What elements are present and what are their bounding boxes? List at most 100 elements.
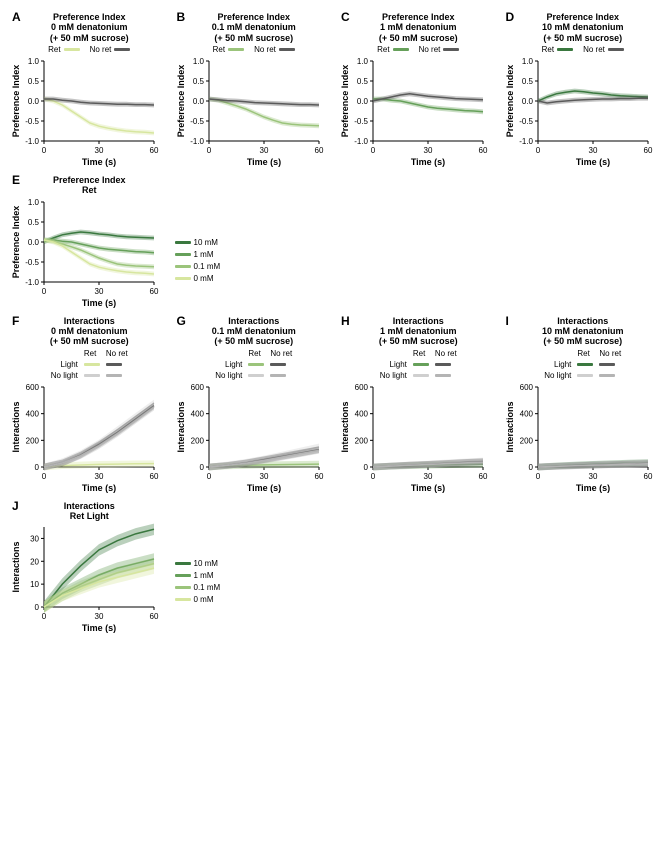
svg-text:1.0: 1.0 — [28, 57, 40, 66]
svg-text:60: 60 — [479, 472, 488, 481]
panel-H: H Interactions 1 mM denatonium (+ 50 mM … — [339, 314, 498, 493]
panel-label-E: E — [12, 173, 20, 187]
panel-C: C Preference Index 1 mM denatonium (+ 50… — [339, 10, 498, 167]
svg-text:200: 200 — [190, 436, 204, 445]
svg-text:0: 0 — [206, 472, 211, 481]
svg-text:0.0: 0.0 — [192, 97, 204, 106]
svg-text:60: 60 — [479, 146, 488, 155]
svg-text:0: 0 — [35, 463, 40, 472]
svg-text:30: 30 — [588, 146, 597, 155]
svg-text:0.0: 0.0 — [28, 238, 40, 247]
svg-text:Time (s): Time (s) — [82, 483, 116, 493]
svg-text:0.5: 0.5 — [357, 77, 369, 86]
svg-text:Time (s): Time (s) — [575, 483, 609, 493]
svg-text:30: 30 — [95, 472, 104, 481]
svg-text:Time (s): Time (s) — [575, 157, 609, 167]
title-J: Interactions Ret Light — [10, 501, 169, 522]
svg-text:0: 0 — [42, 472, 47, 481]
svg-text:Time (s): Time (s) — [82, 623, 116, 633]
panel-label-A: A — [12, 10, 21, 24]
svg-text:200: 200 — [355, 436, 369, 445]
svg-text:0: 0 — [535, 146, 540, 155]
legend-H: RetNo ret Light No light — [339, 349, 498, 380]
svg-text:0: 0 — [371, 146, 376, 155]
title-I: Interactions 10 mM denatonium (+ 50 mM s… — [504, 316, 663, 347]
svg-text:60: 60 — [150, 287, 159, 296]
legend-G: RetNo ret Light No light — [175, 349, 334, 380]
panel-E: E Preference Index Ret -1.0-0.50.00.51.0… — [10, 173, 169, 308]
svg-text:0: 0 — [206, 146, 211, 155]
svg-text:60: 60 — [643, 472, 652, 481]
svg-text:Time (s): Time (s) — [411, 483, 445, 493]
svg-text:Interactions: Interactions — [340, 401, 350, 452]
chart-A: -1.0-0.50.00.51.003060Preference IndexTi… — [10, 57, 169, 167]
svg-text:400: 400 — [519, 409, 533, 418]
svg-text:60: 60 — [150, 612, 159, 621]
title-G: Interactions 0.1 mM denatonium (+ 50 mM … — [175, 316, 334, 347]
svg-text:-1.0: -1.0 — [25, 137, 39, 146]
svg-text:0.0: 0.0 — [521, 97, 533, 106]
panel-label-D: D — [506, 10, 515, 24]
svg-text:-1.0: -1.0 — [519, 137, 533, 146]
svg-text:600: 600 — [519, 383, 533, 392]
panel-A: A Preference Index 0 mM denatonium (+ 50… — [10, 10, 169, 167]
svg-text:400: 400 — [190, 409, 204, 418]
svg-text:0.0: 0.0 — [28, 97, 40, 106]
title-A: Preference Index 0 mM denatonium (+ 50 m… — [10, 12, 169, 43]
svg-text:-0.5: -0.5 — [25, 117, 39, 126]
svg-text:0.5: 0.5 — [28, 218, 40, 227]
chart-G: 020040060003060InteractionsTime (s) — [175, 383, 334, 493]
svg-text:-1.0: -1.0 — [354, 137, 368, 146]
svg-text:200: 200 — [519, 436, 533, 445]
svg-text:0: 0 — [371, 472, 376, 481]
title-E: Preference Index Ret — [10, 175, 169, 196]
panel-G: G Interactions 0.1 mM denatonium (+ 50 m… — [175, 314, 334, 493]
chart-I: 020040060003060InteractionsTime (s) — [504, 383, 663, 493]
svg-text:0: 0 — [35, 603, 40, 612]
svg-text:Preference Index: Preference Index — [340, 65, 350, 138]
legend-I: RetNo ret Light No light — [504, 349, 663, 380]
chart-B: -1.0-0.50.00.51.003060Preference IndexTi… — [175, 57, 334, 167]
panel-D: D Preference Index 10 mM denatonium (+ 5… — [504, 10, 663, 167]
svg-text:Preference Index: Preference Index — [176, 65, 186, 138]
svg-text:Time (s): Time (s) — [82, 298, 116, 308]
panel-label-I: I — [506, 314, 509, 328]
svg-text:0: 0 — [535, 472, 540, 481]
svg-text:0.5: 0.5 — [192, 77, 204, 86]
svg-text:60: 60 — [150, 472, 159, 481]
svg-text:30: 30 — [424, 146, 433, 155]
panel-label-J: J — [12, 499, 19, 513]
svg-text:Time (s): Time (s) — [82, 157, 116, 167]
svg-text:1.0: 1.0 — [28, 198, 40, 207]
svg-text:600: 600 — [190, 383, 204, 392]
svg-text:400: 400 — [355, 409, 369, 418]
svg-text:-0.5: -0.5 — [25, 258, 39, 267]
svg-text:-0.5: -0.5 — [519, 117, 533, 126]
svg-text:60: 60 — [150, 146, 159, 155]
svg-text:1.0: 1.0 — [521, 57, 533, 66]
legend-B: Ret No ret — [175, 45, 334, 54]
svg-text:600: 600 — [355, 383, 369, 392]
panel-F: F Interactions 0 mM denatonium (+ 50 mM … — [10, 314, 169, 493]
svg-text:1.0: 1.0 — [357, 57, 369, 66]
svg-text:600: 600 — [26, 383, 40, 392]
panel-label-G: G — [177, 314, 186, 328]
svg-text:-0.5: -0.5 — [190, 117, 204, 126]
chart-J: 010203003060InteractionsTime (s) — [10, 523, 169, 633]
svg-text:10: 10 — [30, 581, 39, 590]
figure-grid: A Preference Index 0 mM denatonium (+ 50… — [10, 10, 662, 633]
svg-text:60: 60 — [643, 146, 652, 155]
legend-E: 10 mM 1 mM 0.1 mM 0 mM — [175, 173, 334, 308]
chart-H: 0 200 400 600 0 30 60 Interactions Time (s) — [339, 383, 498, 493]
title-D: Preference Index 10 mM denatonium (+ 50 … — [504, 12, 663, 43]
svg-text:Preference Index: Preference Index — [11, 65, 21, 138]
svg-text:0: 0 — [364, 463, 369, 472]
panel-I: I Interactions 10 mM denatonium (+ 50 mM… — [504, 314, 663, 493]
legend-C: Ret No ret — [339, 45, 498, 54]
svg-text:30: 30 — [424, 472, 433, 481]
panel-label-H: H — [341, 314, 350, 328]
svg-text:Time (s): Time (s) — [246, 483, 280, 493]
legend-A: Ret No ret — [10, 45, 169, 54]
svg-text:30: 30 — [588, 472, 597, 481]
svg-text:Interactions: Interactions — [176, 401, 186, 452]
